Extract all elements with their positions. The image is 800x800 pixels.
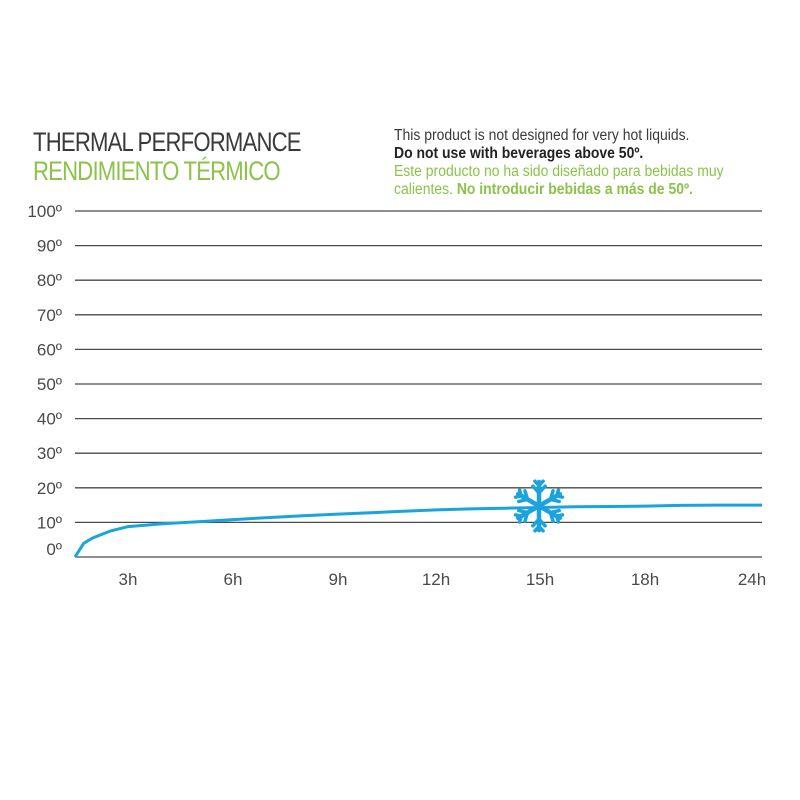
y-tick-label: 90º bbox=[37, 237, 62, 256]
y-tick-label: 0º bbox=[46, 540, 62, 559]
x-tick-label: 6h bbox=[224, 570, 243, 589]
y-tick-label: 30º bbox=[37, 444, 62, 463]
notice-line-1: This product is not designed for very ho… bbox=[394, 127, 690, 144]
y-tick-label: 80º bbox=[37, 271, 62, 290]
y-axis-labels: 0º 10º 20º 30º 40º 50º 60º 70º 80º 90º 100º bbox=[27, 202, 62, 559]
y-tick-label: 50º bbox=[37, 375, 62, 394]
notice-line-3: Este producto no ha sido diseñado para b… bbox=[394, 163, 724, 180]
y-tick-label: 40º bbox=[37, 410, 62, 429]
y-tick-label: 60º bbox=[37, 340, 62, 359]
notice-line-4: calientes. No introducir bebidas a más d… bbox=[394, 181, 736, 199]
y-tick-label: 20º bbox=[37, 479, 62, 498]
notice-line-4b: No introducir bebidas a más de 50º. bbox=[456, 181, 693, 198]
grid-lines bbox=[75, 210, 762, 558]
title-spanish: RENDIMIENTO TÉRMICO bbox=[33, 156, 281, 186]
x-tick-label: 3h bbox=[119, 570, 138, 589]
y-tick-label: 10º bbox=[37, 513, 62, 532]
usage-notice: This product is not designed for very ho… bbox=[394, 127, 736, 199]
x-tick-label: 9h bbox=[329, 570, 348, 589]
temperature-line bbox=[73, 503, 762, 558]
title-english: THERMAL PERFORMANCE bbox=[33, 127, 302, 157]
x-tick-label: 24h bbox=[738, 570, 766, 589]
y-tick-label: 100º bbox=[27, 202, 62, 221]
title-block: THERMAL PERFORMANCE RENDIMIENTO TÉRMICO bbox=[33, 128, 360, 186]
notice-line-2: Do not use with beverages above 50º. bbox=[394, 145, 644, 162]
snowflake-icon bbox=[513, 479, 565, 533]
y-tick-label: 70º bbox=[37, 306, 62, 325]
x-tick-label: 12h bbox=[422, 570, 450, 589]
notice-line-4a: calientes. bbox=[394, 181, 453, 198]
x-tick-label: 18h bbox=[631, 570, 659, 589]
x-axis-labels: 3h 6h 9h 12h 15h 18h 24h bbox=[119, 570, 767, 589]
x-tick-label: 15h bbox=[526, 570, 554, 589]
